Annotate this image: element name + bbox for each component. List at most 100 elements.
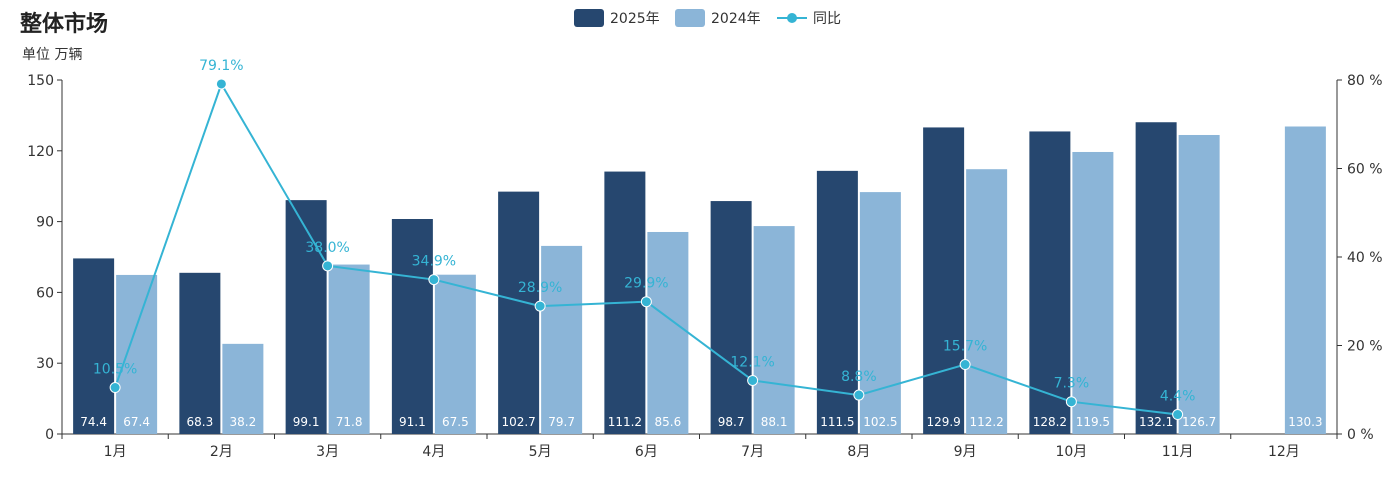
bar-2025: [285, 200, 327, 434]
yoy-point: [853, 389, 865, 401]
x-tick-label: 1月: [104, 444, 127, 460]
bar-2024: [1284, 126, 1326, 434]
yoy-label: 34.9%: [412, 254, 456, 270]
bar-label-2024: 79.7: [548, 415, 575, 429]
bar-label-2025: 68.3: [187, 415, 214, 429]
legend-point-swatch: [787, 13, 797, 23]
bar-label-2024: 112.2: [969, 415, 1003, 429]
legend-label-2: 同比: [813, 11, 841, 27]
yoy-label: 79.1%: [199, 58, 243, 74]
yoy-label: 10.5%: [93, 362, 137, 378]
bar-label-2024: 88.1: [761, 415, 788, 429]
bar-2025: [498, 191, 540, 434]
bar-label-2024: 67.4: [123, 415, 150, 429]
y-tick-label-left: 60: [36, 285, 54, 301]
bar-2024: [222, 343, 264, 434]
yoy-point: [1172, 409, 1184, 421]
chart-title: 整体市场: [20, 12, 109, 37]
bar-2025: [179, 272, 221, 434]
yoy-point: [215, 78, 227, 90]
bar-label-2024: 38.2: [230, 415, 257, 429]
yoy-label: 38.0%: [305, 240, 349, 256]
bar-2024: [434, 274, 476, 434]
yoy-point: [428, 274, 440, 286]
y-tick-label-left: 90: [36, 215, 54, 231]
yoy-point: [747, 374, 759, 386]
bar-2024: [966, 169, 1008, 434]
yoy-label: 15.7%: [943, 339, 987, 355]
bar-2024: [859, 192, 901, 434]
bar-2024: [1072, 151, 1114, 435]
bar-label-2025: 111.5: [820, 415, 854, 429]
legend-swatch-1: [675, 9, 705, 27]
yoy-point: [1065, 396, 1077, 408]
bar-label-2025: 111.2: [608, 415, 642, 429]
yoy-label: 28.9%: [518, 280, 562, 296]
x-tick-label: 9月: [954, 444, 977, 460]
legend-label-0: 2025年: [610, 11, 660, 27]
y-tick-label-right: 60 %: [1347, 162, 1383, 178]
bar-2024: [116, 274, 158, 434]
y-tick-label-left: 120: [27, 144, 54, 160]
bar-2025: [1135, 122, 1177, 434]
x-tick-label: 8月: [847, 444, 870, 460]
y-tick-label-right: 20 %: [1347, 339, 1383, 355]
unit-label: 单位 万辆: [22, 47, 83, 63]
yoy-point: [534, 300, 546, 312]
yoy-label: 29.9%: [624, 276, 668, 292]
y-tick-label-left: 150: [27, 73, 54, 89]
x-tick-label: 2月: [210, 444, 233, 460]
bar-2024: [753, 226, 795, 434]
bar-label-2025: 132.1: [1139, 415, 1173, 429]
bar-label-2024: 102.5: [863, 415, 897, 429]
bar-label-2025: 102.7: [501, 415, 535, 429]
bar-2025: [1029, 131, 1071, 434]
y-tick-label-left: 0: [45, 427, 54, 443]
bar-label-2025: 74.4: [80, 415, 107, 429]
bar-2024: [647, 231, 689, 434]
x-tick-label: 10月: [1055, 444, 1087, 460]
bar-label-2025: 128.2: [1033, 415, 1067, 429]
bar-2025: [923, 127, 965, 434]
bar-2024: [1178, 134, 1220, 434]
legend-swatch-0: [574, 9, 604, 27]
bar-label-2024: 71.8: [336, 415, 363, 429]
x-tick-label: 4月: [422, 444, 445, 460]
x-tick-label: 7月: [741, 444, 764, 460]
bar-label-2025: 129.9: [926, 415, 960, 429]
legend-label-1: 2024年: [711, 11, 761, 27]
bar-2024: [328, 264, 370, 434]
y-tick-label-left: 30: [36, 356, 54, 372]
yoy-point: [959, 359, 971, 371]
yoy-line: [114, 81, 1178, 416]
x-tick-label: 12月: [1268, 444, 1300, 460]
bar-label-2025: 99.1: [293, 415, 320, 429]
bar-2025: [710, 201, 752, 434]
bar-2024: [541, 245, 583, 434]
yoy-label: 12.1%: [730, 354, 774, 370]
bar-2025: [73, 258, 115, 434]
x-tick-label: 3月: [316, 444, 339, 460]
x-tick-label: 11月: [1162, 444, 1194, 460]
yoy-label: 7.3%: [1054, 376, 1090, 392]
bar-label-2024: 130.3: [1288, 415, 1322, 429]
yoy-label: 8.8%: [841, 369, 877, 385]
y-tick-label-right: 0 %: [1347, 427, 1374, 443]
bar-2025: [391, 219, 433, 434]
y-tick-label-right: 40 %: [1347, 250, 1383, 266]
yoy-label: 4.4%: [1160, 389, 1196, 405]
yoy-point: [640, 296, 652, 308]
bar-label-2024: 85.6: [655, 415, 682, 429]
y-tick-label-right: 80 %: [1347, 73, 1383, 89]
bar-label-2024: 67.5: [442, 415, 469, 429]
bar-label-2025: 98.7: [718, 415, 745, 429]
yoy-point: [322, 260, 334, 272]
yoy-point: [109, 382, 121, 394]
x-tick-label: 6月: [635, 444, 658, 460]
bar-label-2024: 119.5: [1076, 415, 1110, 429]
bar-label-2025: 91.1: [399, 415, 426, 429]
x-tick-label: 5月: [529, 444, 552, 460]
bar-label-2024: 126.7: [1182, 415, 1216, 429]
